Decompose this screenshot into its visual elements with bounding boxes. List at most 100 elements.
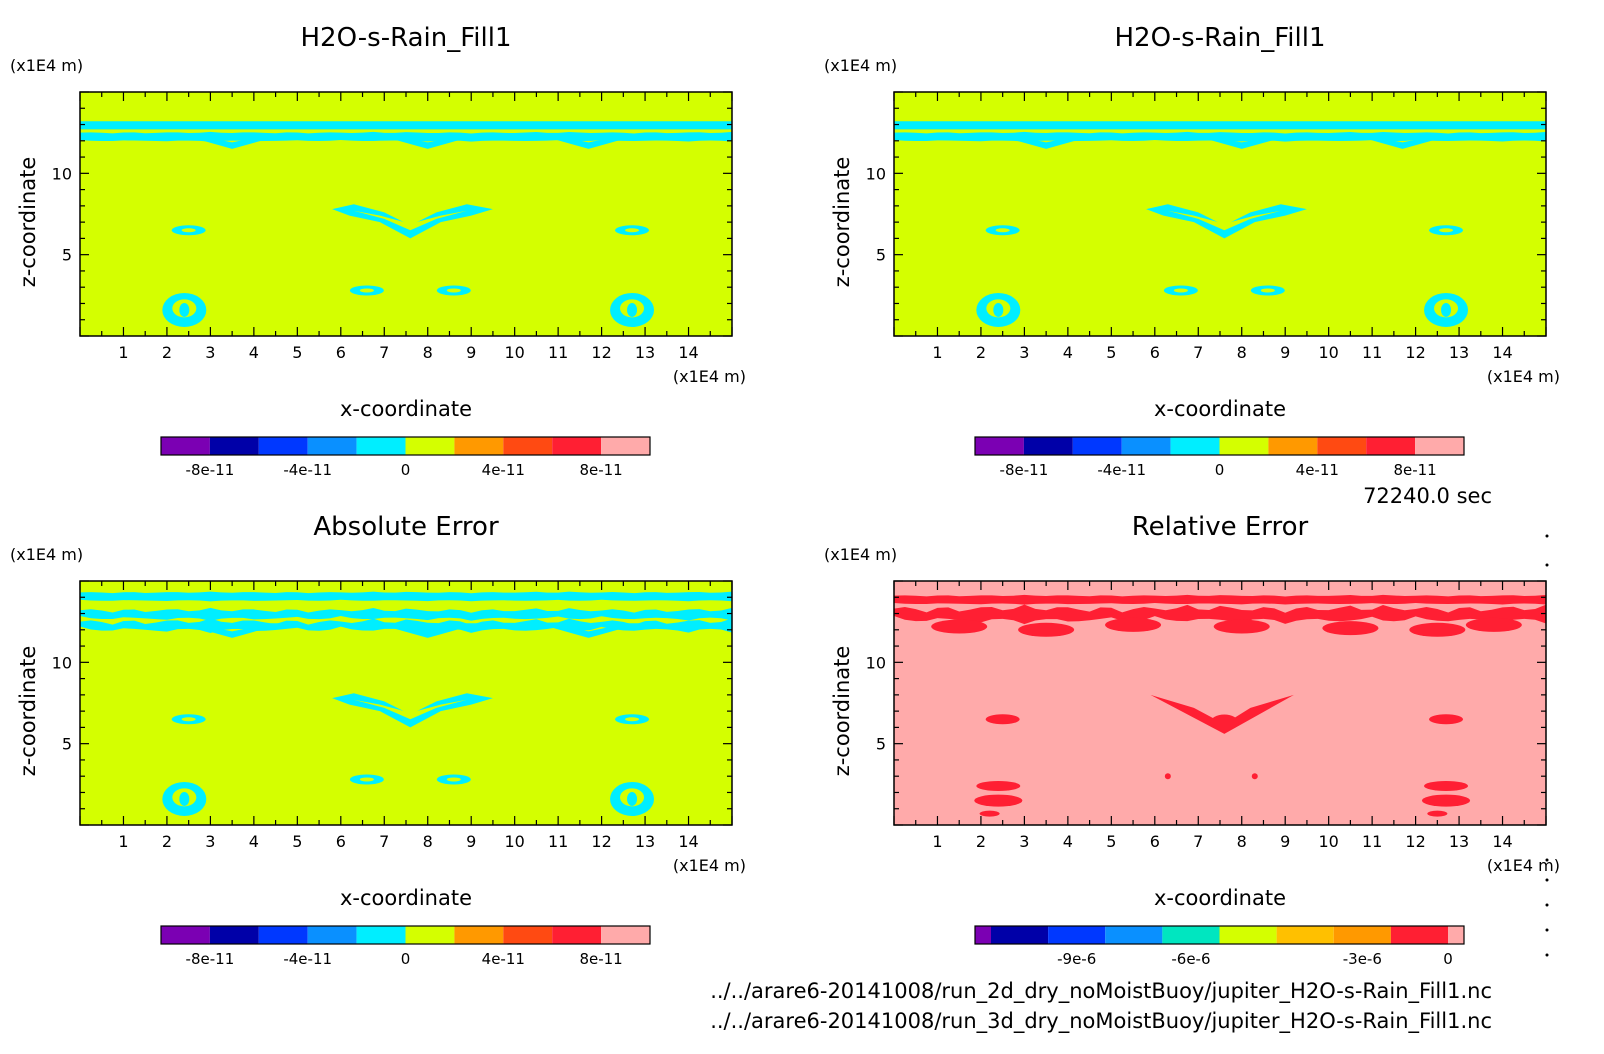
colorbar-segment bbox=[503, 437, 553, 455]
chevron bbox=[332, 693, 493, 728]
marker-dot bbox=[1545, 563, 1549, 567]
marker-dot bbox=[1545, 903, 1549, 907]
panel-1: H2O-s-Rain_Fill1(x1E4 m)1 2 3 4 5 6 7 8 9 10 11 12 1… bbox=[10, 23, 746, 479]
x-tick-label: 2 bbox=[976, 832, 986, 851]
x-tick-label: 9 bbox=[466, 832, 476, 851]
colorbar-label: 8e-11 bbox=[579, 950, 622, 968]
x-tick-label: 12 bbox=[591, 343, 611, 362]
y-unit-label: (x1E4 m) bbox=[10, 545, 83, 564]
colorbar-label: -4e-11 bbox=[283, 461, 332, 479]
colorbar-segment bbox=[161, 437, 210, 455]
colorbar: -8e-11 -4e-11 0 4e-11 8e-11 bbox=[160, 436, 651, 479]
x-axis-label: x-coordinate bbox=[1154, 397, 1286, 421]
colorbar: -9e-6 -6e-6 -3e-6 0 bbox=[974, 925, 1465, 968]
bottom-blob bbox=[976, 780, 1021, 791]
band-notch bbox=[375, 134, 480, 149]
x-tick-label: 9 bbox=[1280, 343, 1290, 362]
y-unit-label: (x1E4 m) bbox=[824, 56, 897, 75]
x-tick-label: 12 bbox=[591, 832, 611, 851]
colorbar-frame bbox=[160, 925, 651, 945]
panel-title: Relative Error bbox=[1132, 512, 1309, 542]
x-tick-label: 7 bbox=[1193, 343, 1203, 362]
y-axis-label: z-coordinate bbox=[16, 646, 40, 777]
band-notch bbox=[993, 134, 1099, 149]
colorbar-segment bbox=[601, 926, 650, 944]
colorbar-label: -8e-11 bbox=[186, 950, 235, 968]
chevron-gap bbox=[353, 210, 467, 231]
bottom-blob-core bbox=[179, 791, 190, 806]
x-tick-label: 5 bbox=[1106, 832, 1116, 851]
colorbar-segment bbox=[405, 926, 455, 944]
x-tick-label: 14 bbox=[1492, 343, 1512, 362]
x-tick-label: 7 bbox=[379, 343, 389, 362]
band-lower bbox=[894, 604, 1546, 625]
colorbar-segment bbox=[1170, 437, 1220, 455]
chevron-gap bbox=[1167, 210, 1281, 231]
x-tick-label: 4 bbox=[249, 343, 259, 362]
band-notch bbox=[536, 623, 641, 638]
bottom-blob-core bbox=[179, 302, 190, 317]
band-notch bbox=[1189, 134, 1294, 149]
panel-title: H2O-s-Rain_Fill1 bbox=[1115, 23, 1326, 53]
x-tick-label: 5 bbox=[292, 832, 302, 851]
bottom-blob bbox=[1422, 794, 1471, 807]
band-notch bbox=[1350, 134, 1455, 149]
marker-dot bbox=[1545, 858, 1549, 862]
x-tick-label: 1 bbox=[932, 832, 942, 851]
band-notch bbox=[375, 623, 480, 638]
low-feature-gap bbox=[1173, 288, 1188, 293]
x-tick-label: 9 bbox=[466, 343, 476, 362]
colorbar-label: -9e-6 bbox=[1057, 950, 1096, 968]
x-unit-label: (x1E4 m) bbox=[673, 856, 746, 875]
panel-3: Absolute Error(x1E4 m)1 2 3 4 5 6 7 8 9 10 11 12 13 1… bbox=[10, 512, 746, 968]
x-tick-label: 4 bbox=[1063, 343, 1073, 362]
footer-files: ../../arare6-20141008/run_2d_dry_noMoist… bbox=[710, 976, 1492, 1036]
colorbar-segment bbox=[454, 437, 504, 455]
colorbar-segment bbox=[161, 926, 210, 944]
x-tick-label: 3 bbox=[205, 832, 215, 851]
colorbar-segment bbox=[405, 437, 455, 455]
x-tick-label: 10 bbox=[1318, 832, 1338, 851]
x-tick-label: 7 bbox=[379, 832, 389, 851]
colorbar-segment bbox=[975, 926, 991, 944]
colorbar-label: -8e-11 bbox=[1000, 461, 1049, 479]
colorbar-segment bbox=[1219, 437, 1269, 455]
x-tick-label: 10 bbox=[1318, 343, 1338, 362]
x-tick-label: 9 bbox=[1280, 832, 1290, 851]
colorbar-segment bbox=[1048, 926, 1106, 944]
colorbar-segment bbox=[1366, 437, 1416, 455]
colorbar-label: 4e-11 bbox=[482, 950, 525, 968]
colorbar-segment bbox=[1023, 437, 1073, 455]
marker-dot bbox=[1545, 534, 1549, 538]
x-tick-label: 6 bbox=[336, 832, 346, 851]
x-tick-label: 8 bbox=[1237, 343, 1247, 362]
panel-4: Relative Error(x1E4 m)1 2 3 4 5 6 7 8 9 10 11 12 13 1… bbox=[824, 512, 1560, 968]
y-axis-label: z-coordinate bbox=[830, 157, 854, 288]
colorbar-segment bbox=[1390, 926, 1448, 944]
low-feature-gap bbox=[1260, 288, 1275, 293]
low-feature-gap bbox=[446, 288, 461, 293]
contour-field bbox=[894, 121, 1546, 327]
colorbar-segment bbox=[991, 926, 1049, 944]
blob bbox=[931, 619, 988, 634]
x-tick-label: 6 bbox=[1150, 343, 1160, 362]
footer-file-1: ../../arare6-20141008/run_2d_dry_noMoist… bbox=[710, 979, 1492, 1003]
colorbar-segment bbox=[209, 437, 259, 455]
blob bbox=[1465, 617, 1522, 632]
colorbar-segment bbox=[1072, 437, 1122, 455]
colorbar-label: 4e-11 bbox=[1296, 461, 1339, 479]
colorbar-segment bbox=[356, 926, 406, 944]
x-tick-label: 11 bbox=[548, 832, 568, 851]
y-unit-label: (x1E4 m) bbox=[824, 545, 897, 564]
time-label: 72240.0 sec bbox=[1363, 484, 1492, 508]
y-tick-label: 5 bbox=[876, 735, 886, 754]
x-tick-label: 11 bbox=[1362, 343, 1382, 362]
colorbar-label: 0 bbox=[1443, 950, 1453, 968]
colorbar-segment bbox=[975, 437, 1024, 455]
x-tick-label: 1 bbox=[932, 343, 942, 362]
y-tick-label: 5 bbox=[62, 246, 72, 265]
band-top bbox=[80, 121, 732, 130]
colorbar-segment bbox=[1268, 437, 1318, 455]
colorbar-segment bbox=[258, 437, 308, 455]
x-tick-label: 3 bbox=[1019, 832, 1029, 851]
